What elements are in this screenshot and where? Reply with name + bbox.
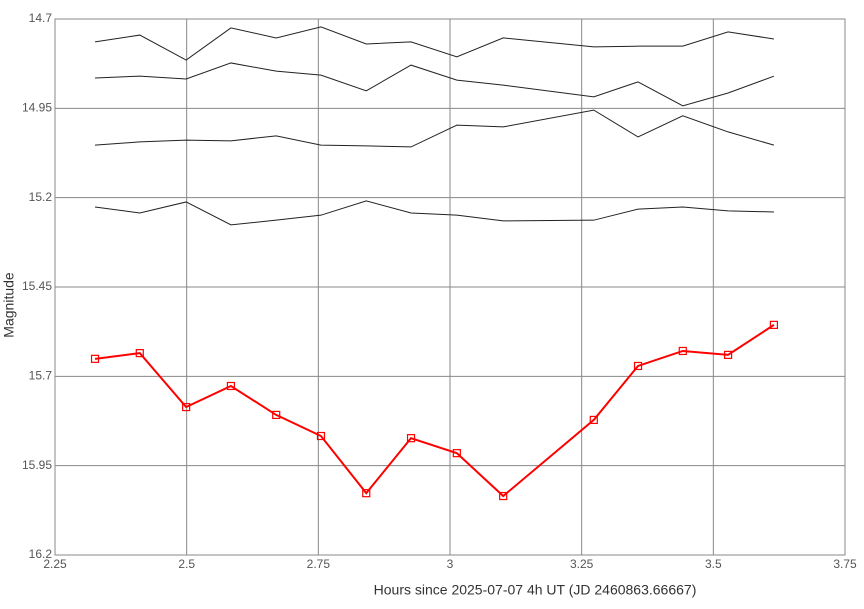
- x-axis-title: Hours since 2025-07-07 4h UT (JD 2460863…: [374, 582, 697, 598]
- x-tick-label: 2.25: [43, 557, 67, 571]
- y-tick-label: 14.95: [22, 101, 52, 115]
- data-point: [182, 402, 191, 412]
- data-point: [452, 449, 461, 458]
- data-point: [633, 361, 643, 371]
- x-tick-label: 2.5: [178, 557, 195, 571]
- series-line: [95, 62, 775, 107]
- data-point: [316, 431, 326, 441]
- y-tick-label: 14.7: [29, 11, 53, 25]
- series-line: [94, 109, 775, 148]
- data-point: [90, 354, 100, 363]
- y-tick-label: 15.45: [22, 279, 52, 293]
- series-line: [94, 26, 774, 61]
- y-tick-label: 15.7: [29, 369, 53, 383]
- data-point: [499, 491, 508, 501]
- y-tick-label: 15.2: [29, 190, 53, 204]
- data-point: [406, 434, 416, 443]
- x-tick-label: 3.5: [705, 557, 722, 571]
- x-tick-label: 2.75: [307, 557, 331, 571]
- data-point: [226, 381, 236, 391]
- data-point: [362, 489, 371, 498]
- data-point: [769, 320, 779, 329]
- data-point: [135, 349, 144, 358]
- y-tick-label: 16.2: [29, 547, 53, 561]
- data-point: [723, 350, 733, 359]
- x-tick-label: 3.75: [833, 557, 857, 571]
- y-axis-title: Magnitude: [1, 272, 17, 338]
- x-tick-label: 3.25: [570, 557, 594, 571]
- x-tick-label: 3: [447, 557, 454, 571]
- data-point: [589, 415, 598, 425]
- series-line: [94, 200, 774, 226]
- y-tick-label: 15.95: [22, 458, 52, 472]
- data-point: [272, 410, 281, 420]
- data-point: [678, 346, 687, 356]
- series-line: [94, 324, 775, 498]
